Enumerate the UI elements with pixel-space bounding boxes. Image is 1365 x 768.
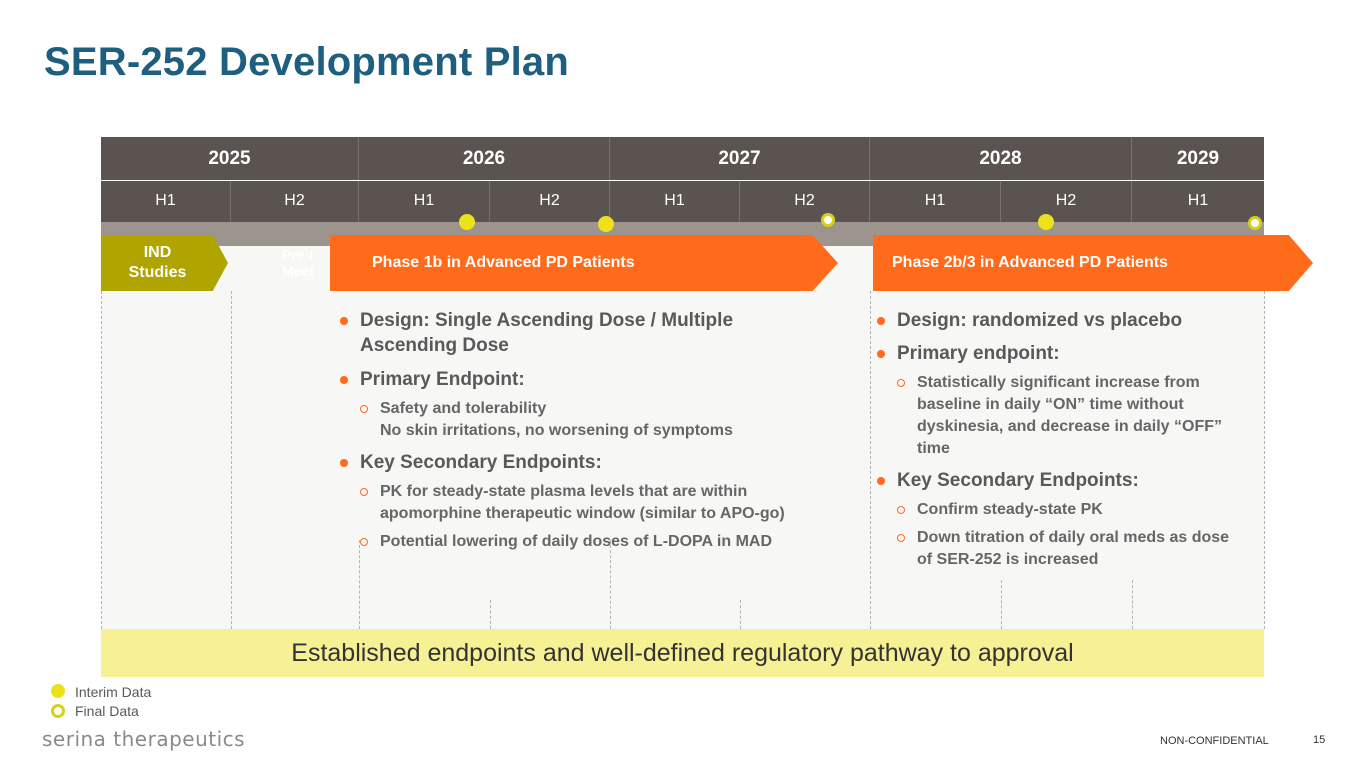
- page-number: 15: [1313, 734, 1326, 746]
- half-label: H2: [1001, 181, 1132, 222]
- interim-data-marker: [1038, 214, 1054, 230]
- phase-2b3-bar: Phase 2b/3 in Advanced PD Patients: [873, 235, 1313, 291]
- grid-divider: [740, 600, 741, 629]
- phase-1b-bar: Phase 1b in Advanced PD Patients: [330, 235, 838, 291]
- year-2028: 2028: [870, 137, 1132, 180]
- secondary-endpoint-item: Confirm steady-state PK: [873, 499, 1233, 521]
- interim-data-legend-label: Interim Data: [75, 684, 152, 700]
- secondary-endpoints-bullet: Key Secondary Endpoints:: [336, 450, 786, 475]
- timeline-body: [101, 246, 1264, 630]
- pre-meeting-label: Pre-I Meet: [282, 247, 314, 279]
- year-2026: 2026: [359, 137, 610, 180]
- phase-2b3-details: Design: randomized vs placebo Primary en…: [873, 308, 1233, 571]
- approval-banner: Established endpoints and well-defined r…: [101, 629, 1264, 677]
- secondary-endpoint-item: Potential lowering of daily doses of L-D…: [336, 531, 786, 553]
- year-2025: 2025: [101, 137, 359, 180]
- final-data-marker: [1248, 216, 1262, 230]
- secondary-endpoint-item: Down titration of daily oral meds as dos…: [873, 527, 1233, 571]
- year-header: 2025 2026 2027 2028 2029: [101, 137, 1264, 180]
- grid-divider: [359, 540, 360, 629]
- phase-1b-label: Phase 1b in Advanced PD Patients: [372, 254, 635, 271]
- company-logo: serina therapeutics: [42, 727, 246, 751]
- ind-studies-label: IND Studies: [128, 244, 187, 281]
- year-2029: 2029: [1176, 148, 1220, 169]
- interim-data-marker: [459, 214, 475, 230]
- secondary-endpoint-item: PK for steady-state plasma levels that a…: [336, 481, 786, 525]
- half-label: H1: [101, 181, 231, 222]
- interim-data-legend-icon: [51, 684, 65, 698]
- grid-divider: [1132, 580, 1133, 629]
- grid-divider: [490, 600, 491, 629]
- grid-divider: [101, 291, 102, 629]
- grid-divider: [870, 291, 871, 629]
- half-label: H2: [740, 181, 870, 222]
- half-year-header: H1 H2 H1 H2 H1 H2 H1 H2 H1: [101, 181, 1264, 222]
- page-title: SER-252 Development Plan: [44, 40, 569, 84]
- design-bullet: Design: Single Ascending Dose / Multiple…: [336, 308, 786, 358]
- interim-data-marker: [598, 216, 614, 232]
- half-label: H2: [490, 181, 610, 222]
- half-label: H1: [610, 181, 740, 222]
- grid-divider: [1001, 580, 1002, 629]
- half-label: H2: [231, 181, 359, 222]
- secondary-endpoints-bullet: Key Secondary Endpoints:: [873, 468, 1233, 493]
- half-label: H1: [870, 181, 1001, 222]
- primary-endpoint-item: Statistically significant increase from …: [873, 372, 1233, 460]
- primary-endpoint-bullet: Primary endpoint:: [873, 341, 1233, 366]
- year-2027: 2027: [610, 137, 870, 180]
- half-label: H1: [1187, 192, 1209, 209]
- ind-studies-bar: IND Studies: [101, 235, 228, 291]
- half-label: H1: [359, 181, 490, 222]
- final-data-legend-label: Final Data: [75, 703, 139, 719]
- grid-divider: [1264, 291, 1265, 629]
- final-data-marker: [821, 213, 835, 227]
- phase-1b-details: Design: Single Ascending Dose / Multiple…: [336, 308, 786, 553]
- phase-2b3-label: Phase 2b/3 in Advanced PD Patients: [892, 254, 1168, 271]
- primary-endpoint-bullet: Primary Endpoint:: [336, 367, 786, 392]
- confidentiality-label: NON-CONFIDENTIAL: [1160, 735, 1269, 747]
- grid-divider: [610, 540, 611, 629]
- final-data-legend-icon: [51, 704, 65, 718]
- primary-endpoint-item: Safety and tolerability No skin irritati…: [336, 398, 786, 442]
- grid-divider: [231, 291, 232, 629]
- design-bullet: Design: randomized vs placebo: [873, 308, 1233, 333]
